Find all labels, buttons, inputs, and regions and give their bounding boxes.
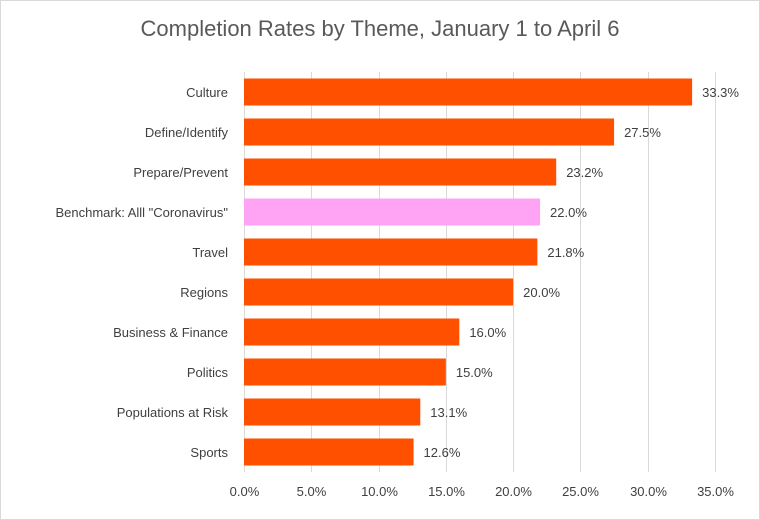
- category-label: Politics: [187, 365, 229, 380]
- x-tick-labels: 0.0% 5.0% 10.0% 15.0% 20.0% 25.0% 30.0% 35.0%: [230, 484, 735, 499]
- data-label: 22.0%: [550, 205, 587, 220]
- data-label: 33.3%: [702, 85, 739, 100]
- bars: [244, 78, 693, 466]
- data-label: 21.8%: [547, 245, 584, 260]
- data-labels: 33.3% 27.5% 23.2% 22.0% 21.8% 20.0% 16.0% 15.0%…: [424, 85, 740, 460]
- bar: [244, 438, 414, 466]
- category-label: Sports: [190, 445, 228, 460]
- bar: [244, 158, 557, 186]
- category-label: Travel: [192, 245, 228, 260]
- x-tick-label: 15.0%: [428, 484, 465, 499]
- x-tick-label: 35.0%: [697, 484, 734, 499]
- category-label: Business & Finance: [113, 325, 228, 340]
- x-tick-label: 0.0%: [230, 484, 260, 499]
- x-tick-label: 10.0%: [361, 484, 398, 499]
- data-label: 20.0%: [523, 285, 560, 300]
- x-tick-label: 25.0%: [562, 484, 599, 499]
- bar: [244, 398, 421, 426]
- chart-title: Completion Rates by Theme, January 1 to …: [140, 16, 620, 41]
- x-tick-label: 20.0%: [495, 484, 532, 499]
- data-label: 13.1%: [430, 405, 467, 420]
- data-label: 12.6%: [424, 445, 461, 460]
- data-label: 16.0%: [469, 325, 506, 340]
- category-label: Regions: [180, 285, 228, 300]
- bar: [244, 238, 538, 266]
- bar: [244, 358, 446, 386]
- bar: [244, 318, 460, 346]
- x-tick-label: 30.0%: [630, 484, 667, 499]
- bar: [244, 278, 514, 306]
- category-label: Prepare/Prevent: [133, 165, 228, 180]
- x-tick-label: 5.0%: [297, 484, 327, 499]
- category-label: Define/Identify: [145, 125, 229, 140]
- bar: [244, 118, 615, 146]
- category-label: Populations at Risk: [117, 405, 229, 420]
- bar: [244, 198, 541, 226]
- data-label: 23.2%: [566, 165, 603, 180]
- category-label: Culture: [186, 85, 228, 100]
- category-label: Benchmark: Alll "Coronavirus": [55, 205, 228, 220]
- bar: [244, 78, 693, 106]
- category-labels: Culture Define/Identify Prepare/Prevent Ben…: [55, 85, 228, 460]
- data-label: 15.0%: [456, 365, 493, 380]
- data-label: 27.5%: [624, 125, 661, 140]
